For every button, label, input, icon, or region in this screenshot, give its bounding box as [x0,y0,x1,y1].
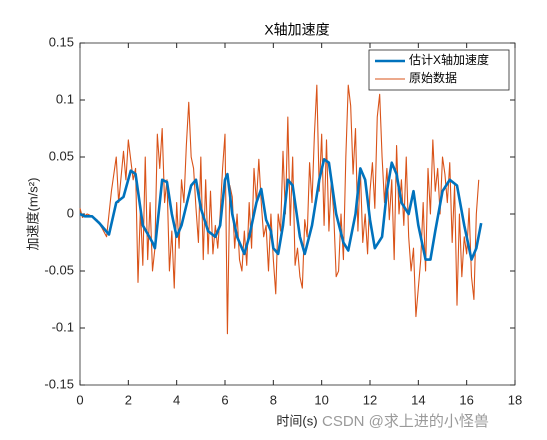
x-tick-label: 10 [314,392,328,407]
chart-title: X轴加速度 [264,22,329,38]
x-tick-label: 4 [173,392,180,407]
x-tick-label: 0 [76,392,83,407]
x-tick-label: 12 [363,392,377,407]
y-tick-label: 0 [67,205,74,220]
legend-box [368,49,510,91]
x-tick-label: 16 [459,392,473,407]
y-tick-label: -0.15 [44,376,74,391]
data-line [79,157,483,261]
x-tick-label: 18 [508,392,522,407]
data-line [79,84,480,335]
y-tick-label: 0.05 [49,148,74,163]
y-axis-label: 加速度(m/s²) [25,178,40,251]
y-tick-label: 0.1 [56,91,74,106]
x-tick-label: 14 [411,392,425,407]
y-tick-label: -0.1 [52,319,74,334]
y-tick-label: 0.15 [49,34,74,49]
watermark: CSDN @求上进的小怪兽 [322,413,489,430]
legend-label: 估计X轴加速度 [409,52,489,67]
x-tick-label: 6 [221,392,228,407]
x-tick-label: 8 [270,392,277,407]
legend-label: 原始数据 [409,70,457,85]
y-tick-label: -0.05 [44,262,74,277]
x-tick-label: 2 [125,392,132,407]
x-axis-label: 时间(s) [276,413,317,428]
